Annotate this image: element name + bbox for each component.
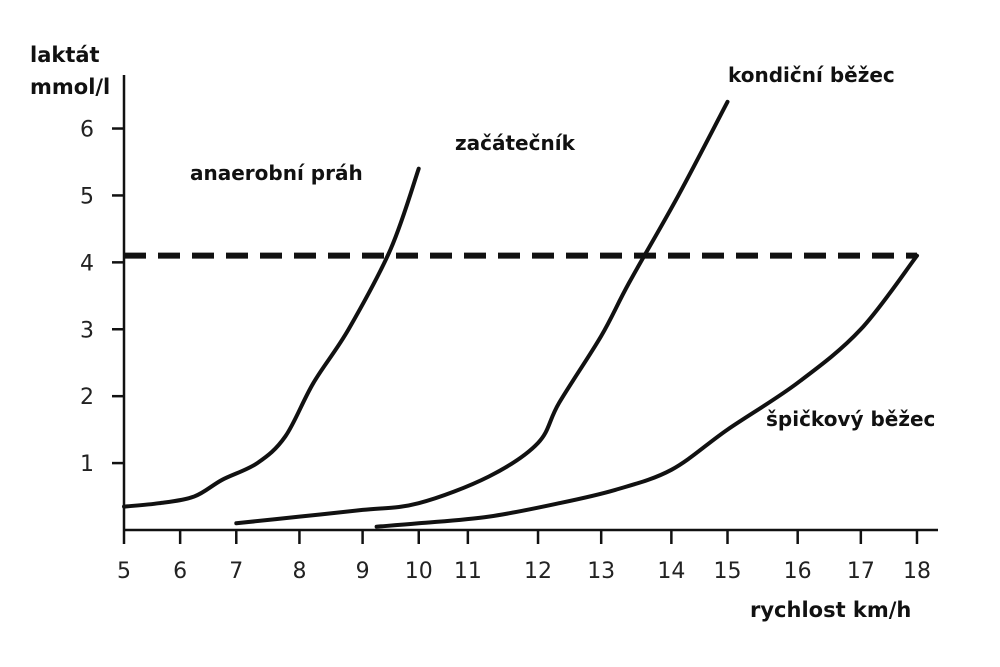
y-tick-label: 4 xyxy=(80,251,94,276)
x-tick-label: 7 xyxy=(229,559,243,584)
x-tick-label: 5 xyxy=(117,559,131,584)
x-tick-label: 9 xyxy=(356,559,370,584)
labels: laktát mmol/l rychlost km/h anaerobní pr… xyxy=(30,43,935,622)
x-tick-label: 8 xyxy=(292,559,306,584)
series-label-zacatecnik: začátečník xyxy=(455,131,576,155)
y-tick-label: 2 xyxy=(80,385,94,410)
x-tick-label: 16 xyxy=(784,559,812,584)
y-tick-label: 1 xyxy=(80,452,94,477)
x-tick-label: 12 xyxy=(524,559,552,584)
axes xyxy=(122,75,938,532)
x-tick-label: 18 xyxy=(903,559,931,584)
series-curves xyxy=(122,99,919,529)
x-tick-label: 13 xyxy=(587,559,615,584)
threshold-label: anaerobní práh xyxy=(190,161,363,185)
x-tick-label: 11 xyxy=(454,559,482,584)
series-line-2 xyxy=(374,253,919,529)
series-line-1 xyxy=(234,99,730,526)
series-label-spickovy-bezec: špičkový běžec xyxy=(766,407,935,431)
y-axis-title-line-2: mmol/l xyxy=(30,75,110,99)
x-tick-label: 17 xyxy=(847,559,875,584)
x-tick-label: 6 xyxy=(173,559,187,584)
x-tick-label: 15 xyxy=(714,559,742,584)
series-line-0 xyxy=(122,166,421,509)
y-tick-label: 6 xyxy=(80,118,94,143)
series-label-kondicni-bezec: kondiční běžec xyxy=(728,63,895,87)
x-tick-label: 14 xyxy=(657,559,685,584)
y-tick-label: 5 xyxy=(80,184,94,209)
y-axis-title-line-1: laktát xyxy=(30,43,100,67)
y-tick-label: 3 xyxy=(80,318,94,343)
x-tick-label: 10 xyxy=(405,559,433,584)
x-axis-title: rychlost km/h xyxy=(750,598,911,622)
